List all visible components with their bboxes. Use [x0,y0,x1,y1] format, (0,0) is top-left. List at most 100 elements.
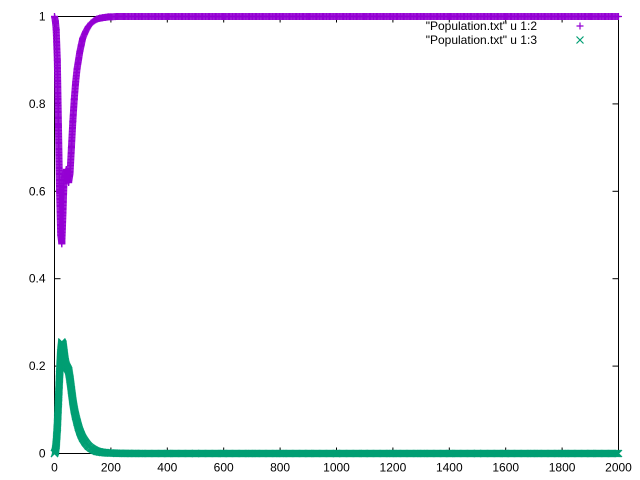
data-point-2 [66,375,74,384]
data-point-2 [71,412,80,421]
data-point-2 [191,449,200,458]
data-point-1 [69,117,77,125]
data-point-1 [72,78,80,86]
y-tick-label: 0.6 [29,184,46,198]
data-point-2 [50,449,59,458]
data-point-2 [501,449,510,458]
data-point-1 [135,13,143,20]
data-point-1 [67,144,75,152]
data-point-2 [219,449,228,458]
plot-frame [54,16,619,454]
data-point-1 [361,13,369,20]
x-tick-label: 400 [157,461,177,475]
data-point-1 [389,13,397,20]
data-point-2 [614,449,623,458]
data-point-2 [51,447,60,456]
data-point-2-interp [611,449,619,458]
data-point-2 [332,449,341,458]
data-point-1 [558,13,566,20]
data-point-2 [135,449,144,458]
y-tick-label: 1 [39,10,46,24]
data-point-2 [53,423,62,432]
data-point-1 [248,13,256,20]
data-point-1 [82,28,90,36]
data-point-1 [276,13,284,20]
x-tick-label: 600 [214,461,234,475]
legend: "Population.txt" u 1:2"Population.txt" u… [426,19,584,47]
x-tick-label: 2000 [605,461,632,475]
legend-label-1: "Population.txt" u 1:2 [426,19,538,33]
data-point-2 [112,449,121,458]
data-point-2 [74,423,83,432]
data-point-1 [163,13,171,20]
data-point-2 [60,349,69,357]
data-point-2-interp [612,449,621,458]
x-tick-label: 1600 [492,461,519,475]
series-2-dense [50,338,622,458]
data-point-1 [51,13,58,20]
data-point-2 [54,397,63,405]
x-tick-label: 200 [101,461,121,475]
data-point-1 [417,13,425,20]
data-point-1 [73,65,81,73]
legend-label-2: "Population.txt" u 1:3 [426,33,538,47]
data-point-1 [113,13,121,20]
data-point-2 [445,449,454,458]
data-point-2 [104,449,113,457]
data-point-1 [65,179,73,187]
data-point-2 [586,449,595,458]
x-tick-label: 800 [270,461,290,475]
data-point-2 [247,449,256,458]
series-layer [50,13,623,458]
data-point-1 [121,13,129,20]
data-point-1 [79,34,87,42]
data-point-1 [57,231,65,239]
data-point-1 [51,17,59,25]
data-point-1 [615,13,622,20]
data-point-1 [220,13,228,20]
data-point-2 [417,449,426,458]
x-tick-label: 1200 [380,461,407,475]
data-point-2 [67,386,76,395]
data-point-2 [64,366,73,375]
series-2 [50,338,623,458]
data-point-2 [55,370,64,379]
data-point-2 [63,364,72,373]
series-1-dense [51,13,621,248]
data-point-2 [78,434,87,443]
data-point-1 [63,174,71,182]
data-point-2 [304,449,313,458]
y-tick-label: 0.8 [29,97,46,111]
data-point-2 [558,449,567,458]
data-point-1 [54,122,62,130]
data-point-2 [473,449,482,458]
data-point-2 [52,440,61,449]
data-point-1 [52,26,60,34]
legend-marker-1 [576,22,584,30]
y-tick-label: 0 [39,447,46,461]
x-tick-label: 1000 [323,461,350,475]
data-point-1 [70,96,78,104]
data-point-2 [121,449,129,458]
legend-marker-2 [576,36,584,44]
data-point-2 [388,449,397,458]
data-point-2 [529,449,538,458]
data-point-2 [59,340,67,349]
data-point-1 [474,13,481,20]
y-axis: 0 0.2 0.4 0.6 0.8 1 [29,10,619,461]
data-point-1 [530,13,538,20]
data-point-1 [59,209,67,217]
data-point-1 [502,13,510,20]
data-point-2 [57,338,66,346]
data-point-1 [445,13,453,20]
x-tick-label: 1800 [549,461,576,475]
data-point-1 [304,13,312,20]
data-point-2 [68,397,77,405]
x-tick-label: 0 [51,461,58,475]
x-tick-label: 1400 [436,461,463,475]
data-point-2 [276,449,285,458]
y-tick-label: 0.4 [29,272,46,286]
data-point-2 [163,449,172,458]
data-point-1 [586,13,594,20]
